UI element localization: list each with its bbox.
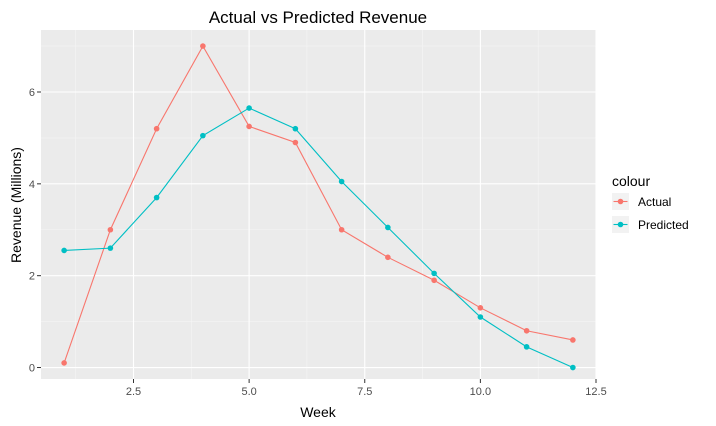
y-tick-label: 4: [29, 179, 35, 191]
predicted-point: [200, 132, 206, 139]
x-axis-title: Week: [300, 404, 337, 420]
actual-point: [200, 43, 206, 49]
y-axis-title: Revenue (Millions): [8, 147, 24, 263]
actual-point: [523, 327, 530, 334]
predicted-point: [153, 194, 160, 201]
predicted-point: [292, 125, 299, 132]
x-tick-label: 7.5: [357, 386, 372, 398]
actual-point: [153, 125, 160, 132]
y-axis-ticks: 0 2 4 6: [29, 87, 41, 375]
predicted-point: [570, 364, 576, 371]
actual-legend-label: Actual: [638, 195, 671, 209]
predicted-point: [477, 314, 484, 320]
predicted-series-line: [64, 107, 574, 369]
y-tick-label: 2: [29, 271, 35, 283]
actual-point: [246, 123, 252, 130]
actual-point: [570, 337, 576, 343]
legend: colour Actual Predicted: [612, 173, 689, 233]
x-tick-label: 5.0: [241, 386, 256, 398]
legend-title: colour: [612, 173, 650, 189]
series-layer: [61, 43, 576, 371]
predicted-point: [431, 270, 437, 277]
y-tick-label: 0: [29, 363, 35, 375]
actual-point: [338, 226, 345, 233]
actual-point: [477, 305, 484, 311]
predicted-point: [107, 245, 114, 251]
x-tick-label: 2.5: [126, 386, 141, 398]
panel-background: [41, 30, 596, 379]
predicted-point: [338, 178, 345, 185]
major-gridlines: [41, 30, 597, 379]
predicted-point: [523, 344, 530, 350]
x-axis-ticks: 2.5 5.0 7.5 10.0 12.5: [126, 379, 607, 398]
actual-point: [61, 360, 67, 366]
predicted-point: [61, 247, 67, 254]
actual-point: [431, 277, 437, 284]
actual-point: [292, 139, 299, 146]
y-tick-label: 6: [29, 87, 35, 99]
predicted-point: [385, 224, 391, 231]
predicted-legend-label: Predicted: [638, 218, 689, 232]
actual-point: [385, 254, 391, 261]
actual-legend-point: [617, 198, 624, 205]
x-tick-label: 12.5: [585, 386, 606, 398]
x-tick-label: 10.0: [470, 386, 491, 398]
predicted-point: [246, 105, 252, 111]
actual-point: [107, 226, 114, 233]
chart-title: Actual vs Predicted Revenue: [209, 8, 427, 27]
actual-series-line: [63, 44, 573, 364]
legend-keys: Actual Predicted: [612, 193, 689, 233]
predicted-legend-point: [617, 221, 624, 228]
